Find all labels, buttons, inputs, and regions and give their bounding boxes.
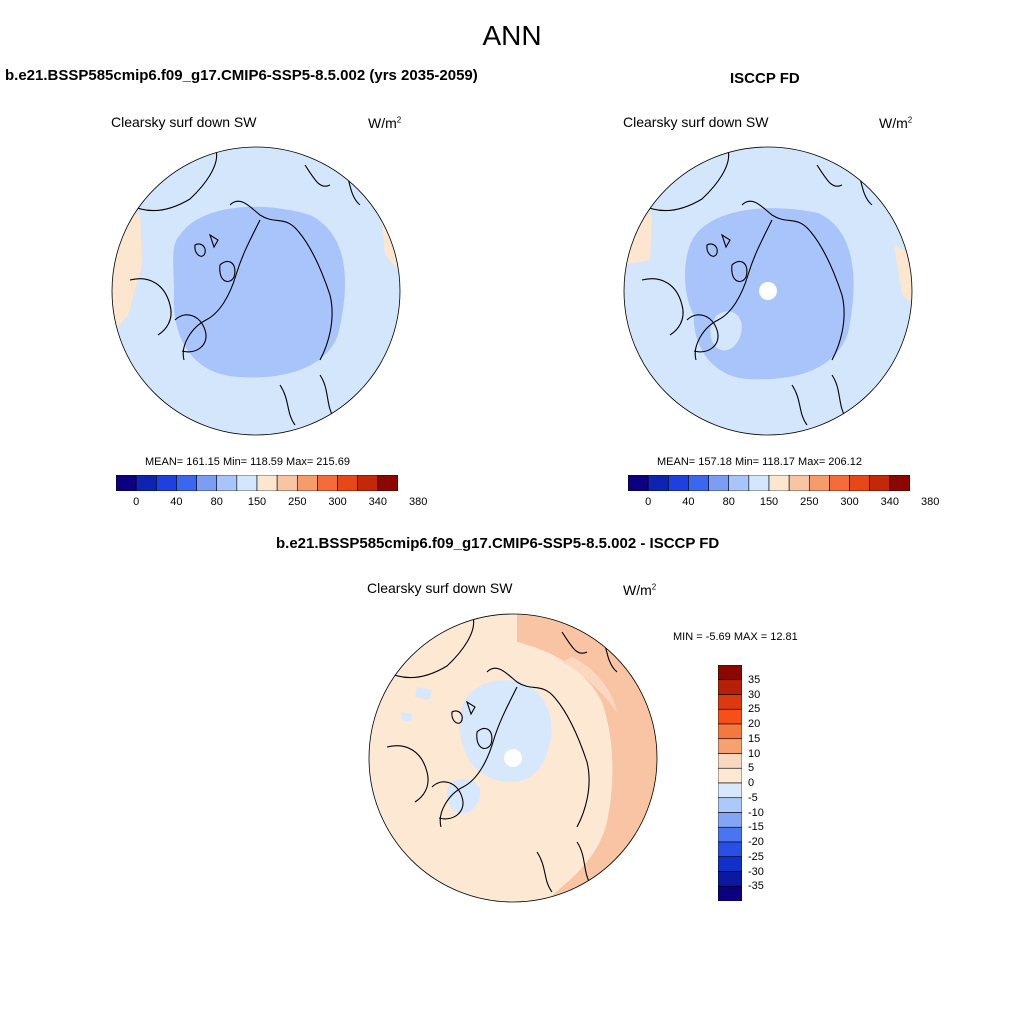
panel-2-variable-label: Clearsky surf down SW	[623, 114, 769, 130]
colorbar-tick-label: 40	[170, 496, 183, 508]
colorbar-tick-label: 35	[748, 673, 761, 686]
colorbar-tick-label: 300	[328, 496, 347, 508]
panel-2-stats: MEAN= 157.18 Min= 118.17 Max= 206.12	[657, 456, 862, 468]
panel-1-variable-label: Clearsky surf down SW	[111, 114, 257, 130]
colorbar-tick-label: 80	[210, 496, 223, 508]
panel-1-stats: MEAN= 161.15 Min= 118.59 Max= 215.69	[145, 456, 350, 468]
colorbar-tick-label: -35	[748, 880, 764, 893]
colorbar-swatch	[718, 723, 742, 740]
colorbar-swatch	[116, 475, 137, 491]
panel-2-title: ISCCP FD	[730, 70, 800, 87]
colorbar-tick-label: 0	[645, 496, 652, 508]
panel-3-stats: MIN = -5.69 MAX = 12.81	[673, 631, 798, 643]
colorbar-swatch	[718, 694, 742, 710]
colorbar-swatch	[628, 475, 649, 491]
colorbar-tick-label: 5	[748, 762, 755, 775]
colorbar-tick-label: -30	[748, 865, 764, 878]
colorbar-swatch	[718, 856, 742, 872]
colorbar-tick-label: -25	[748, 850, 764, 863]
colorbar-swatch	[718, 738, 742, 754]
colorbar-tick-label: 10	[748, 747, 761, 760]
colorbar-tick-label: -20	[748, 836, 764, 848]
colorbar-swatch	[647, 475, 669, 491]
panel-3-title: b.e21.BSSP585cmip6.f09_g17.CMIP6-SSP5-8.…	[276, 535, 720, 552]
panel-1-colorbar	[116, 475, 398, 491]
colorbar-tick-label: 150	[759, 496, 779, 508]
colorbar-swatch	[337, 475, 359, 491]
colorbar-swatch	[718, 812, 742, 828]
colorbar-tick-label: 380	[920, 496, 940, 508]
panel-3-units: W/m2	[623, 582, 657, 598]
colorbar-swatch	[748, 475, 770, 491]
colorbar-swatch	[768, 475, 790, 491]
colorbar-tick-label: 250	[288, 496, 307, 508]
panel-1-units: W/m2	[368, 115, 402, 131]
colorbar-swatch	[718, 708, 742, 725]
colorbar-tick-label: 0	[748, 777, 755, 789]
colorbar-tick-label: 380	[408, 496, 428, 508]
panel-3-colorbar	[718, 665, 742, 901]
colorbar-swatch	[728, 475, 750, 491]
colorbar-swatch	[708, 475, 730, 491]
colorbar-swatch	[236, 475, 258, 491]
colorbar-swatch	[216, 475, 238, 491]
colorbar-swatch	[718, 797, 742, 813]
colorbar-swatch	[296, 475, 318, 491]
panel-3-colorbar-ticks: 35 30 25 20 15 10 5 0 -5 -10 -15 -20 -25 -30 -35	[748, 665, 788, 901]
colorbar-swatch	[276, 475, 298, 491]
colorbar-tick-label: 150	[247, 496, 267, 508]
panel-1-colorbar-ticks: 0 40 80 150 250 300 340 380	[116, 496, 427, 510]
colorbar-swatch	[688, 475, 709, 491]
colorbar-swatch	[718, 767, 742, 784]
colorbar-swatch	[808, 475, 830, 491]
colorbar-swatch	[718, 885, 742, 901]
colorbar-swatch	[256, 475, 278, 491]
panel-1-polar-map	[111, 146, 401, 436]
colorbar-swatch	[829, 475, 850, 491]
colorbar-tick-label: 30	[748, 688, 761, 701]
colorbar-tick-label: 300	[840, 496, 859, 508]
colorbar-swatch	[357, 475, 379, 491]
panel-2-colorbar	[628, 475, 910, 491]
colorbar-swatch	[889, 475, 910, 491]
colorbar-tick-label: 340	[368, 496, 388, 508]
colorbar-swatch	[718, 665, 742, 681]
colorbar-swatch	[718, 753, 742, 769]
colorbar-tick-label: 340	[880, 496, 900, 508]
colorbar-tick-label: 80	[722, 496, 735, 508]
panel-2-polar-map	[623, 146, 913, 436]
colorbar-swatch	[718, 782, 742, 799]
colorbar-swatch	[176, 475, 197, 491]
colorbar-swatch	[718, 826, 742, 843]
colorbar-swatch	[788, 475, 810, 491]
colorbar-swatch	[135, 475, 157, 491]
panel-3-variable-label: Clearsky surf down SW	[367, 580, 513, 596]
colorbar-swatch	[155, 475, 177, 491]
colorbar-swatch	[849, 475, 871, 491]
colorbar-tick-label: -15	[748, 821, 764, 834]
colorbar-swatch	[196, 475, 218, 491]
colorbar-tick-label: 40	[682, 496, 695, 508]
colorbar-swatch	[718, 871, 742, 887]
colorbar-swatch	[718, 841, 742, 858]
colorbar-tick-label: 15	[748, 732, 761, 745]
colorbar-tick-label: 25	[748, 703, 761, 716]
colorbar-tick-label: 0	[133, 496, 140, 508]
panel-2-colorbar-ticks: 0 40 80 150 250 300 340 380	[628, 496, 939, 510]
panel-2-units: W/m2	[879, 115, 913, 131]
colorbar-swatch	[667, 475, 689, 491]
colorbar-swatch	[377, 475, 398, 491]
colorbar-swatch	[718, 679, 742, 695]
panel-1-title: b.e21.BSSP585cmip6.f09_g17.CMIP6-SSP5-8.…	[5, 67, 478, 84]
colorbar-tick-label: -10	[748, 806, 764, 819]
figure-title: ANN	[482, 20, 542, 51]
colorbar-swatch	[869, 475, 891, 491]
panel-3-polar-map	[368, 613, 658, 903]
colorbar-swatch	[317, 475, 338, 491]
colorbar-tick-label: 250	[800, 496, 819, 508]
colorbar-tick-label: 20	[748, 718, 761, 730]
colorbar-tick-label: -5	[748, 791, 758, 804]
